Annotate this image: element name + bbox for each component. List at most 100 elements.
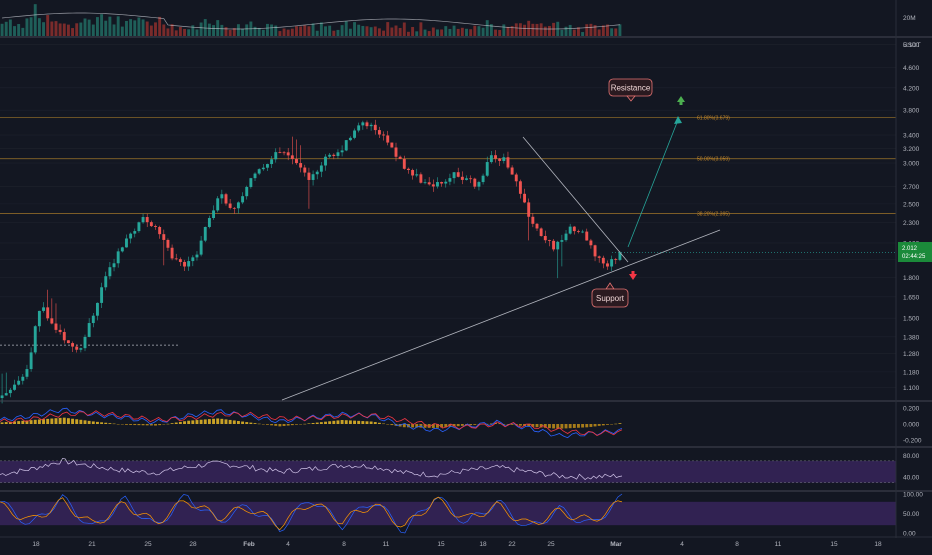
candle-body — [353, 130, 356, 138]
volume-bar — [116, 16, 120, 36]
macd-histogram-bar — [191, 420, 195, 424]
candle-body — [195, 254, 199, 258]
volume-bar — [203, 19, 207, 36]
macd-histogram-bar — [610, 424, 614, 425]
volume-bar — [572, 29, 576, 36]
macd-histogram-bar — [456, 424, 460, 427]
macd-histogram-bar — [120, 424, 124, 425]
resistance-trendline[interactable] — [522, 136, 629, 263]
macd-histogram-bar — [71, 418, 75, 424]
macd-histogram-bar — [79, 419, 83, 424]
volume-bar — [568, 24, 572, 36]
macd-histogram-bar — [311, 422, 315, 424]
candle-body — [50, 318, 54, 324]
volume-bar — [129, 19, 133, 36]
macd-histogram-bar — [286, 424, 290, 426]
candle-body — [411, 170, 415, 176]
macd-histogram-bar — [95, 421, 99, 424]
candle-body — [560, 240, 564, 242]
candle-body — [502, 157, 506, 161]
macd-histogram-bar — [178, 421, 182, 424]
volume-bar — [145, 21, 149, 36]
macd-histogram-bar — [13, 421, 16, 424]
macd-histogram-bar — [75, 419, 79, 424]
macd-histogram-bar — [498, 423, 502, 425]
macd-histogram-bar — [299, 424, 303, 425]
stoch-tick-label: 0.00 — [903, 531, 916, 538]
volume-bar — [564, 26, 568, 36]
candle-body — [178, 259, 182, 262]
macd-histogram-bar — [203, 419, 207, 424]
candle-body — [419, 174, 423, 183]
macd-histogram-bar — [411, 424, 415, 428]
support-trendline[interactable] — [281, 229, 721, 401]
candle-body — [610, 259, 614, 267]
volume-bar — [606, 24, 609, 36]
fib-level-label: 50.00%(3.059) — [697, 157, 730, 163]
macd-histogram-bar — [62, 417, 66, 424]
macd-histogram-bar — [436, 424, 439, 428]
macd-histogram-bar — [236, 421, 240, 424]
time-tick-label: 18 — [32, 541, 40, 548]
volume-bar — [71, 28, 75, 36]
macd-histogram-bar — [33, 419, 37, 424]
candle-body — [266, 164, 269, 168]
macd-histogram-bar — [431, 424, 435, 428]
macd-histogram-bar — [618, 423, 622, 424]
volume-bar — [485, 20, 489, 36]
macd-histogram-bar — [328, 421, 332, 424]
macd-histogram-bar — [348, 420, 352, 424]
candle-body — [58, 329, 62, 333]
macd-histogram-bar — [365, 421, 369, 424]
volume-bar — [547, 25, 551, 36]
up-arrow-icon — [677, 96, 685, 105]
price-grid — [0, 44, 896, 388]
support-callout[interactable]: Support — [591, 282, 629, 308]
resistance-callout[interactable]: Resistance — [608, 78, 653, 102]
volume-bar — [216, 20, 220, 36]
macd-histogram-bar — [249, 422, 253, 424]
candle-body — [373, 124, 377, 131]
macd-histogram-bar — [220, 418, 224, 424]
macd-histogram-bar — [158, 424, 162, 426]
volume-bar — [552, 22, 556, 36]
stoch-d-line — [0, 496, 623, 531]
candle-body — [228, 203, 232, 208]
volume-bar — [560, 29, 564, 36]
volume-bar — [348, 28, 352, 36]
candle-body — [17, 380, 21, 385]
volume-bar — [618, 24, 622, 36]
volume-bar — [66, 24, 70, 36]
macd-histogram-bar — [440, 424, 444, 428]
time-tick-label: 15 — [830, 541, 838, 548]
macd-histogram-bar — [547, 424, 551, 429]
macd-histogram-bar — [154, 424, 157, 426]
candle-body — [183, 261, 186, 267]
price-tick-label: 2.500 — [903, 201, 920, 208]
volume-bar — [427, 31, 431, 36]
macd-histogram-bar — [58, 417, 62, 424]
macd-histogram-bar — [170, 423, 174, 424]
macd-histogram-bar — [324, 421, 327, 424]
volume-bar — [58, 23, 62, 36]
candle-body — [133, 231, 137, 234]
candle-body — [187, 261, 191, 267]
volume-bar — [365, 26, 369, 36]
volume-bar — [270, 24, 274, 36]
macd-histogram-bar — [386, 424, 390, 425]
macd-histogram-bar — [552, 424, 556, 429]
fib-level-label: 61.80%(3.679) — [697, 115, 730, 121]
volume-bar — [419, 22, 423, 36]
macd-histogram-bar — [340, 420, 344, 424]
macd-histogram-bar — [282, 424, 286, 426]
bullish-projection-line[interactable] — [627, 119, 679, 248]
volume-bar — [37, 18, 41, 36]
volume-bar — [91, 24, 95, 36]
volume-bar — [377, 28, 381, 36]
current-price-tag[interactable]: 2.012 02:44:25 — [898, 242, 932, 262]
macd-histogram-bar — [402, 424, 406, 428]
volume-bar — [141, 19, 145, 36]
macd-histogram-bar — [589, 424, 593, 427]
volume-bar — [518, 23, 522, 36]
